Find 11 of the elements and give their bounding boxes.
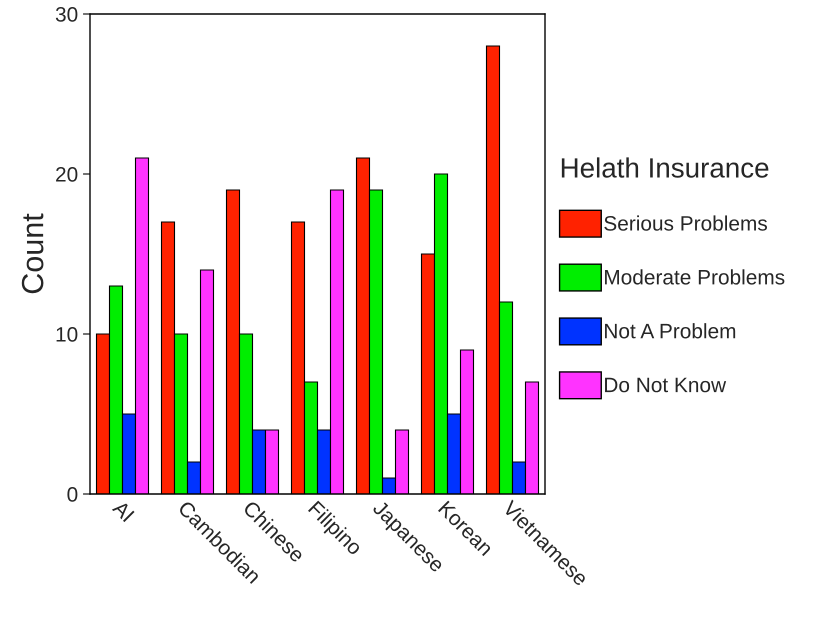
y-tick-label: 10 [56,327,78,342]
y-tick-label: 30 [56,7,78,22]
x-tick-label: AI [112,499,135,522]
y-tick-label: 20 [56,167,78,182]
legend-label: Serious Problems [604,215,767,231]
legend-label: Do Not Know [605,378,726,392]
legend-label: Moderate Problems [605,269,784,285]
y-axis-title: Count [22,213,44,294]
y-tick-label: 0 [67,487,78,502]
legend-title: Helath Insurance [562,157,768,178]
legend-label: Not A Problem [605,323,736,338]
